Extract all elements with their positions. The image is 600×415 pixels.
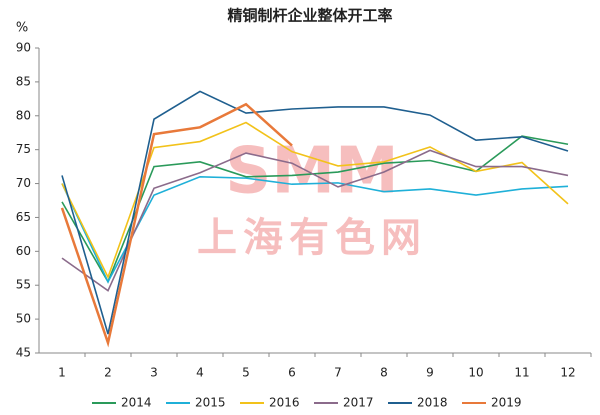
x-tick-label: 5 — [242, 366, 250, 380]
y-tick-label: 55 — [16, 278, 31, 292]
y-tick-label: 90 — [16, 41, 31, 55]
legend-label: 2017 — [343, 396, 374, 410]
series-line — [61, 175, 569, 284]
legend-label: 2019 — [491, 396, 522, 410]
legend-label: 2015 — [195, 396, 226, 410]
watermark: SMM — [225, 135, 398, 209]
y-tick-label: 85 — [16, 74, 31, 88]
legend-label: 2016 — [269, 396, 300, 410]
series-line — [61, 135, 569, 284]
y-tick-label: 70 — [16, 176, 31, 190]
y-tick-label: 75 — [16, 142, 31, 156]
y-tick-label: 45 — [16, 346, 31, 360]
x-tick-label: 1 — [58, 366, 66, 380]
series-line — [61, 149, 569, 292]
x-tick-label: 12 — [560, 366, 575, 380]
series-line — [61, 90, 569, 335]
x-tick-label: 10 — [468, 366, 483, 380]
x-tick-label: 8 — [380, 366, 388, 380]
x-tick-label: 3 — [150, 366, 158, 380]
y-tick-label: 65 — [16, 210, 31, 224]
x-tick-label: 11 — [514, 366, 529, 380]
y-tick-label: 60 — [16, 244, 31, 258]
y-tick-label: 50 — [16, 312, 31, 326]
y-axis-label: % — [16, 21, 28, 36]
watermark: 上海有色网 — [197, 215, 427, 261]
legend-label: 2014 — [121, 396, 152, 410]
legend-label: 2018 — [417, 396, 448, 410]
x-tick-label: 7 — [334, 366, 342, 380]
x-tick-label: 9 — [426, 366, 434, 380]
y-tick-label: 80 — [16, 108, 31, 122]
series-line — [60, 102, 293, 348]
x-tick-label: 2 — [104, 366, 112, 380]
x-tick-label: 6 — [288, 366, 296, 380]
chart-title: 精铜制杆企业整体开工率 — [227, 7, 392, 25]
x-tick-label: 4 — [196, 366, 204, 380]
